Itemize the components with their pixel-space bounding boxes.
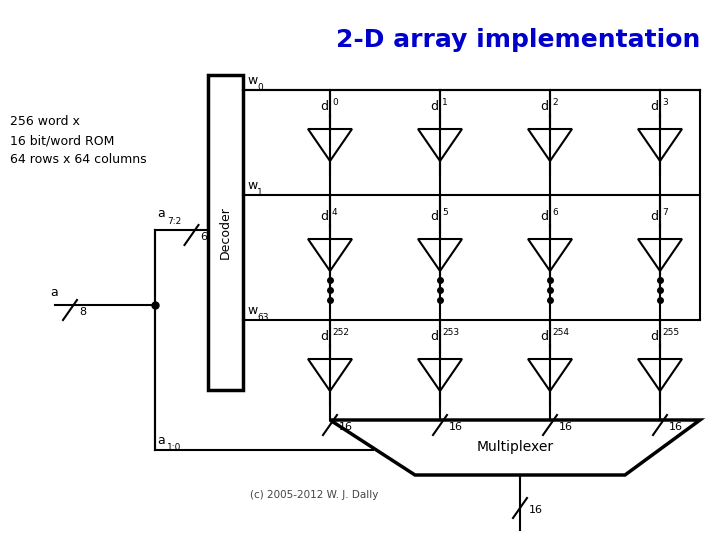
Text: d: d — [430, 210, 438, 223]
Text: 7: 7 — [662, 208, 667, 217]
Text: d: d — [540, 210, 548, 223]
Text: 254: 254 — [552, 328, 569, 337]
Text: 16: 16 — [449, 422, 463, 432]
Text: a: a — [157, 434, 165, 447]
Text: 16: 16 — [529, 505, 543, 515]
Text: 256 word x
16 bit/word ROM
64 rows x 64 columns: 256 word x 16 bit/word ROM 64 rows x 64 … — [10, 115, 147, 166]
Text: 6: 6 — [200, 232, 207, 242]
Text: d: d — [650, 330, 658, 343]
Text: d: d — [540, 330, 548, 343]
Text: w: w — [247, 304, 257, 317]
Text: Multiplexer: Multiplexer — [477, 441, 554, 455]
Text: 2-D array implementation: 2-D array implementation — [336, 28, 700, 52]
Text: d: d — [430, 100, 438, 113]
Text: 63: 63 — [257, 313, 269, 322]
Text: 253: 253 — [442, 328, 459, 337]
Text: a: a — [50, 286, 58, 299]
Text: 16: 16 — [669, 422, 683, 432]
Text: 0: 0 — [257, 83, 263, 92]
Bar — [208, 75, 243, 390]
Text: 1: 1 — [442, 98, 448, 107]
Text: 16: 16 — [559, 422, 573, 432]
Text: 8: 8 — [79, 307, 86, 317]
Text: 16: 16 — [339, 422, 353, 432]
Text: 0: 0 — [332, 98, 338, 107]
Text: d: d — [430, 330, 438, 343]
Text: 3: 3 — [662, 98, 667, 107]
Text: d: d — [320, 330, 328, 343]
Text: d: d — [650, 210, 658, 223]
Text: d: d — [320, 210, 328, 223]
Text: 252: 252 — [332, 328, 349, 337]
Text: a: a — [157, 207, 165, 220]
Text: w: w — [247, 179, 257, 192]
Text: 5: 5 — [442, 208, 448, 217]
Text: 6: 6 — [552, 208, 558, 217]
Text: d: d — [540, 100, 548, 113]
Text: 7:2: 7:2 — [167, 217, 181, 226]
Text: w: w — [247, 74, 257, 87]
Text: d: d — [320, 100, 328, 113]
Text: d: d — [650, 100, 658, 113]
Text: 4: 4 — [332, 208, 338, 217]
Text: 2: 2 — [552, 98, 557, 107]
Text: (c) 2005-2012 W. J. Dally: (c) 2005-2012 W. J. Dally — [250, 490, 379, 500]
Text: 1: 1 — [257, 188, 263, 197]
Text: 1:0: 1:0 — [167, 443, 181, 452]
Text: Decoder: Decoder — [219, 206, 232, 259]
Text: 255: 255 — [662, 328, 679, 337]
